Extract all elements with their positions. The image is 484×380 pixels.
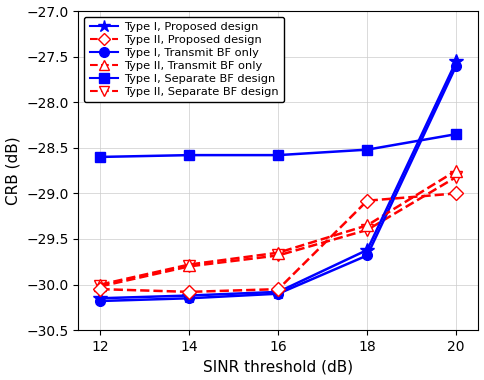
Y-axis label: CRB (dB): CRB (dB)	[5, 136, 20, 205]
Legend: Type I, Proposed design, Type II, Proposed design, Type I, Transmit BF only, Typ: Type I, Proposed design, Type II, Propos…	[84, 17, 284, 102]
X-axis label: SINR threshold (dB): SINR threshold (dB)	[203, 359, 353, 374]
